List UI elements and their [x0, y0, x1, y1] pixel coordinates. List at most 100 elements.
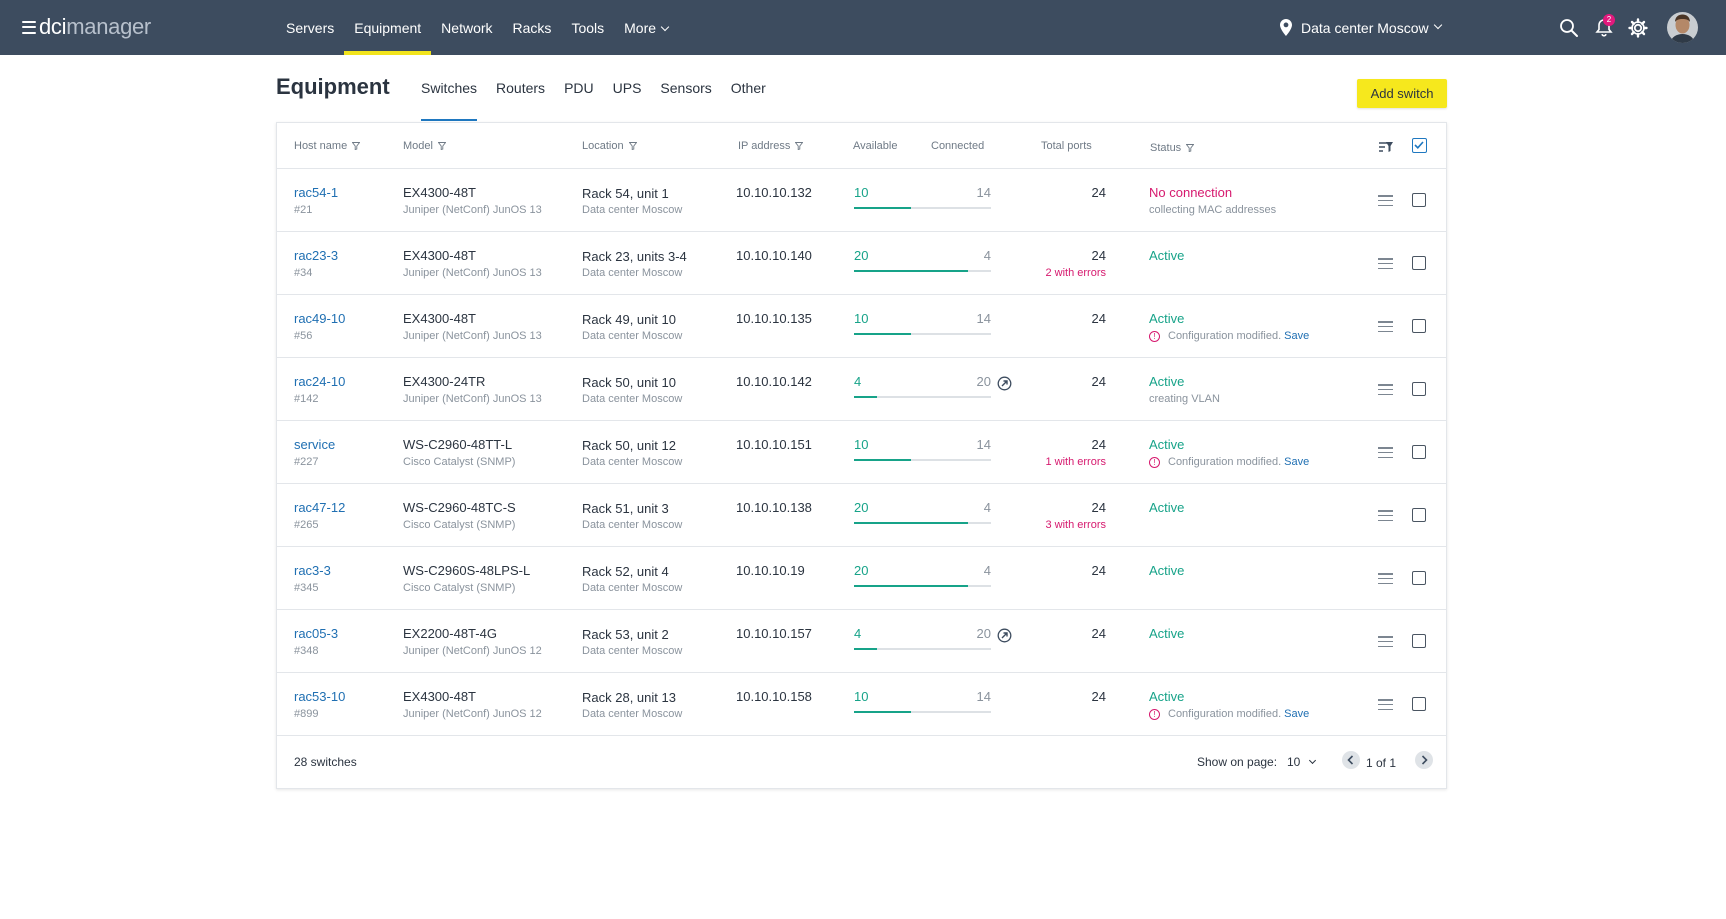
host-name-link[interactable]: rac53-10 — [294, 689, 346, 704]
column-settings-icon[interactable] — [1379, 140, 1393, 152]
nav-item-racks[interactable]: Racks — [503, 0, 562, 55]
row-checkbox[interactable] — [1412, 193, 1426, 207]
tab-switches[interactable]: Switches — [421, 80, 478, 121]
tab-label: Switches — [421, 80, 478, 96]
host-name-link[interactable]: rac49-10 — [294, 311, 346, 326]
total-ports: 24 — [1091, 500, 1106, 515]
row-checkbox[interactable] — [1412, 319, 1426, 333]
host-name-link[interactable]: rac3-3 — [294, 563, 331, 578]
model-driver: Juniper (NetConf) JunOS 13 — [403, 204, 542, 216]
page-size-select[interactable]: 10 — [1287, 755, 1317, 769]
row-menu-icon[interactable] — [1378, 699, 1393, 710]
nav-item-servers[interactable]: Servers — [276, 0, 344, 55]
chevron-down-icon — [1309, 756, 1317, 765]
table-row: rac49-10 #56 EX4300-48T Juniper (NetConf) J… — [277, 295, 1446, 358]
row-checkbox[interactable] — [1412, 382, 1426, 396]
ports-errors: 3 with errors — [1045, 519, 1106, 531]
column-header-available[interactable]: Available — [853, 140, 898, 152]
ip-address: 10.10.10.132 — [736, 185, 812, 200]
row-menu-icon[interactable] — [1378, 447, 1393, 458]
tab-routers[interactable]: Routers — [496, 80, 545, 121]
status-label: Active — [1149, 563, 1185, 578]
check-icon — [1414, 141, 1424, 149]
nav-item-more[interactable]: More — [614, 0, 678, 55]
filter-icon[interactable] — [794, 142, 804, 151]
row-checkbox[interactable] — [1412, 634, 1426, 648]
connected-ports: 4 — [983, 248, 991, 263]
host-name-link[interactable]: rac54-1 — [294, 185, 339, 200]
status-label: Active — [1149, 248, 1185, 263]
column-header-connected[interactable]: Connected — [931, 140, 985, 152]
logo[interactable]: dci manager — [22, 14, 151, 40]
available-ports: 20 — [854, 248, 869, 263]
row-checkbox[interactable] — [1412, 445, 1426, 459]
host-name-link[interactable]: service — [294, 437, 336, 452]
search-icon[interactable] — [1558, 17, 1580, 39]
filter-icon[interactable] — [351, 142, 361, 151]
save-config-link[interactable]: Save — [1284, 708, 1310, 720]
tab-ups[interactable]: UPS — [613, 80, 642, 121]
available-ports: 4 — [854, 626, 862, 641]
row-menu-icon[interactable] — [1378, 510, 1393, 521]
status-label: No connection — [1149, 185, 1233, 200]
filter-icon[interactable] — [1185, 144, 1195, 153]
tab-sensors[interactable]: Sensors — [660, 80, 711, 121]
status-note-text: collecting MAC addresses — [1149, 204, 1277, 216]
host-name-link[interactable]: rac47-12 — [294, 500, 346, 515]
row-checkbox[interactable] — [1412, 697, 1426, 711]
column-header-status[interactable]: Status — [1150, 142, 1195, 154]
host-name-link[interactable]: rac24-10 — [294, 374, 346, 389]
bell-icon[interactable]: 2 — [1593, 14, 1615, 39]
datacenter-select[interactable]: Data center Moscow — [1280, 0, 1442, 55]
column-header-model[interactable]: Model — [403, 140, 447, 152]
column-header-ip[interactable]: IP address — [738, 140, 804, 152]
ip-address: 10.10.10.140 — [736, 248, 812, 263]
save-config-link[interactable]: Save — [1284, 330, 1310, 342]
row-menu-icon[interactable] — [1378, 384, 1393, 395]
nav-item-tools[interactable]: Tools — [561, 0, 614, 55]
page-size-value: 10 — [1287, 755, 1301, 769]
host-id: #142 — [294, 393, 319, 405]
status-note-text: Configuration modified. — [1168, 708, 1282, 720]
nav-item-network[interactable]: Network — [431, 0, 502, 55]
tab-other[interactable]: Other — [731, 80, 766, 121]
ports-usage-fill — [854, 333, 912, 335]
location-rack: Rack 28, unit 13 — [582, 690, 676, 705]
row-menu-icon[interactable] — [1378, 258, 1393, 269]
row-menu-icon[interactable] — [1378, 195, 1393, 206]
tab-pdu[interactable]: PDU — [564, 80, 594, 121]
ip-address: 10.10.10.19 — [736, 563, 805, 578]
row-menu-icon[interactable] — [1378, 573, 1393, 584]
open-link-icon[interactable] — [997, 628, 1012, 643]
nav-item-equipment[interactable]: Equipment — [344, 0, 432, 55]
model-driver: Juniper (NetConf) JunOS 13 — [403, 267, 542, 279]
row-checkbox[interactable] — [1412, 508, 1426, 522]
next-page-button[interactable] — [1415, 751, 1433, 769]
open-link-icon[interactable] — [997, 376, 1012, 391]
header-label: Location — [582, 140, 624, 152]
save-config-link[interactable]: Save — [1284, 456, 1310, 468]
avatar[interactable] — [1667, 12, 1698, 43]
select-all-checkbox[interactable] — [1412, 138, 1427, 153]
add-switch-button[interactable]: Add switch — [1357, 79, 1447, 108]
connected-ports: 4 — [983, 500, 991, 515]
status-note: creating VLAN — [1149, 393, 1220, 405]
filter-icon[interactable] — [628, 142, 638, 151]
prev-page-button[interactable] — [1342, 751, 1360, 769]
row-menu-icon[interactable] — [1378, 636, 1393, 647]
row-menu-icon[interactable] — [1378, 321, 1393, 332]
column-header-total-ports[interactable]: Total ports — [1041, 140, 1092, 152]
status-label: Active — [1149, 626, 1185, 641]
column-header-location[interactable]: Location — [582, 140, 638, 152]
filter-icon[interactable] — [437, 142, 447, 151]
row-checkbox[interactable] — [1412, 256, 1426, 270]
model-driver: Juniper (NetConf) JunOS 13 — [403, 393, 542, 405]
ports-usage-bar — [854, 396, 991, 398]
gear-icon[interactable] — [1627, 17, 1649, 39]
host-name-link[interactable]: rac23-3 — [294, 248, 339, 263]
host-name-link[interactable]: rac05-3 — [294, 626, 339, 641]
row-checkbox[interactable] — [1412, 571, 1426, 585]
warning-icon: ! — [1149, 708, 1160, 720]
chevron-right-icon — [1421, 755, 1428, 765]
column-header-host[interactable]: Host name — [294, 140, 361, 152]
